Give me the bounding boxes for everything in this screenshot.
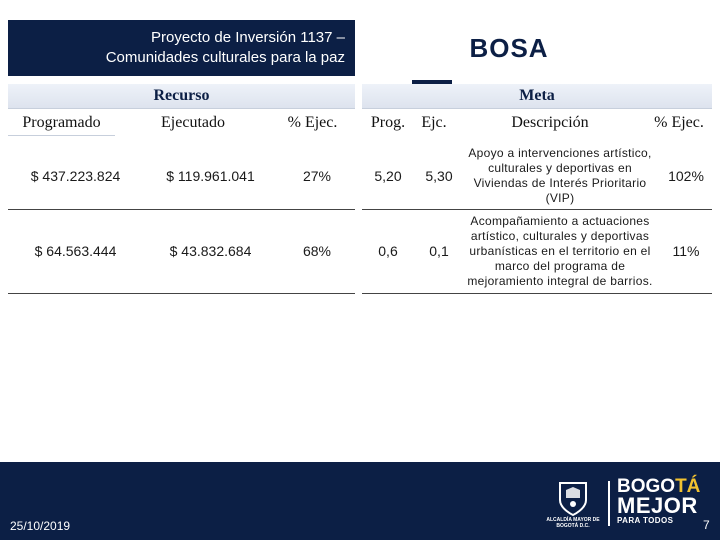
row2-meta-pct-ejec: 11% (672, 243, 700, 259)
row1-descripcion: Apoyo a intervenciones artístico, cultur… (468, 146, 652, 205)
project-title-box: Proyecto de Inversión 1137 – Comunidades… (8, 20, 355, 76)
row1-programado: $ 437.223.824 (30, 168, 121, 184)
col-pct-ejec: % Ejec. (270, 111, 355, 135)
section-recurso: Recurso (8, 84, 355, 109)
col-ejecutado: Ejecutado (133, 111, 253, 135)
crest-caption: ALCALDÍA MAYOR DE BOGOTÁ D.C. (546, 517, 600, 529)
brand-bogo: BOGO (617, 476, 676, 497)
col-programado: Programado (8, 111, 115, 136)
col-ejc: Ejc. (415, 111, 453, 135)
row1-meta-pct-ejec: 102% (668, 168, 704, 184)
footer-date: 25/10/2019 (10, 519, 71, 533)
bogota-mejor-para-todos-logo: BOGOTÁ MEJOR PARA TODOS (617, 476, 701, 526)
col-descripcion: Descripción (470, 111, 630, 135)
section-meta: Meta (362, 84, 712, 109)
row1-pct-ejec: 27% (302, 168, 332, 184)
row2-rule-left (8, 293, 355, 294)
row2-rule-right (362, 293, 712, 294)
row2-prog: 0,6 (378, 243, 398, 259)
logo-divider (608, 481, 610, 526)
col-meta-pct-ejec: % Ejec. (646, 111, 712, 135)
bogota-crest-icon (559, 482, 587, 517)
row2-pct-ejec: 68% (302, 243, 332, 259)
row2-ejc: 0,1 (429, 243, 449, 259)
footer-band (0, 462, 720, 540)
row2-ejecutado: $ 43.832.684 (169, 243, 252, 259)
project-title-line2: Comunidades culturales para la paz (105, 49, 345, 66)
page-number: 7 (703, 518, 710, 532)
row1-ejecutado: $ 119.961.041 (166, 168, 255, 184)
row1-rule-left (8, 209, 355, 210)
brand-ta: TÁ (675, 476, 701, 497)
brand-para-todos: PARA TODOS (617, 516, 674, 525)
brand-mejor: MEJOR (617, 493, 698, 518)
row1-prog: 5,20 (374, 168, 402, 184)
row1-ejc: 5,30 (425, 168, 453, 184)
row1-rule-right (362, 209, 712, 210)
col-prog: Prog. (362, 111, 414, 135)
section-meta-label: Meta (519, 87, 555, 104)
row2-programado: $ 64.563.444 (34, 243, 117, 259)
row2-descripcion: Acompañamiento a actuaciones artístico, … (467, 213, 653, 288)
district-title: BOSA (410, 20, 608, 76)
section-recurso-label: Recurso (153, 87, 210, 104)
section-divider-notch (412, 80, 452, 84)
project-title-line1: Proyecto de Inversión 1137 – (150, 29, 345, 46)
